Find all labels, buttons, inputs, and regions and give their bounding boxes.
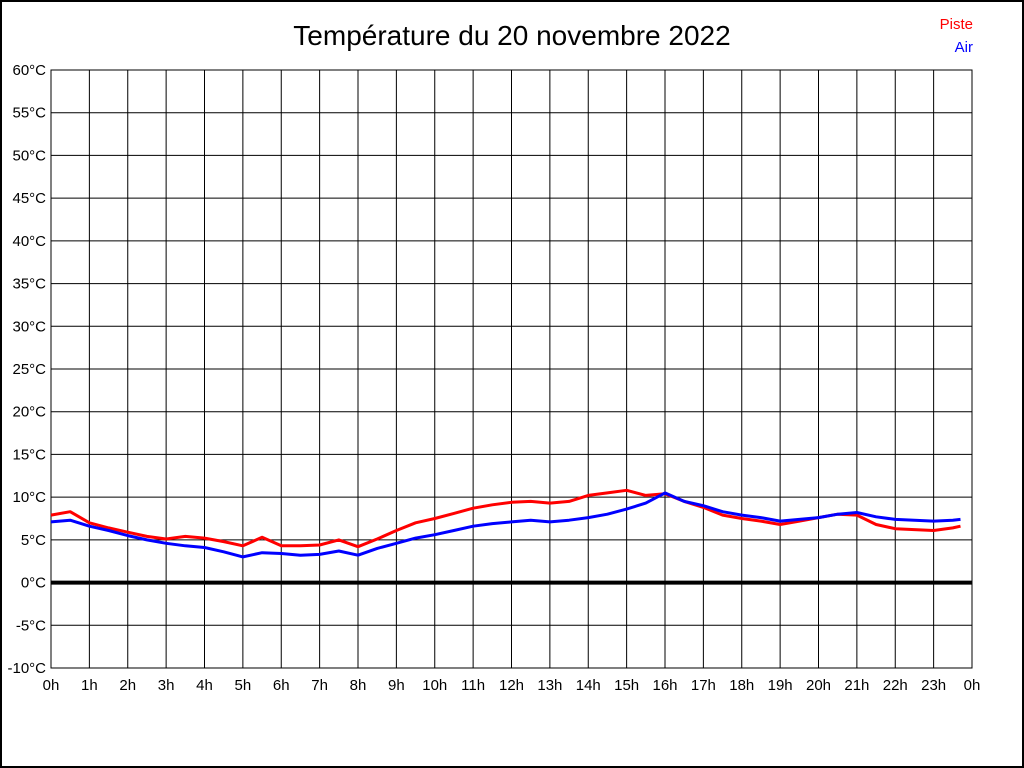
x-axis-tick-label: 1h: [81, 677, 98, 694]
x-axis-tick-label: 10h: [422, 677, 447, 694]
chart-title: Température du 20 novembre 2022: [293, 20, 731, 51]
x-axis-tick-label: 4h: [196, 677, 213, 694]
y-axis-tick-label: 15°C: [12, 446, 46, 463]
legend-piste-label: Piste: [939, 16, 973, 33]
x-axis-tick-label: 17h: [691, 677, 716, 694]
x-axis-tick-label: 21h: [844, 677, 869, 694]
x-axis-tick-label: 16h: [652, 677, 677, 694]
x-axis-tick-label: 8h: [350, 677, 367, 694]
y-axis-tick-label: 30°C: [12, 318, 46, 335]
y-axis-tick-label: 20°C: [12, 404, 46, 421]
y-axis-tick-label: 10°C: [12, 489, 46, 506]
y-axis-tick-label: 60°C: [12, 62, 46, 79]
y-axis-tick-label: 35°C: [12, 276, 46, 293]
x-axis-tick-label: 9h: [388, 677, 405, 694]
x-axis-tick-label: 0h: [964, 677, 981, 694]
y-axis-tick-label: 0°C: [21, 575, 46, 592]
x-axis-tick-label: 0h: [43, 677, 60, 694]
x-axis-tick-label: 2h: [119, 677, 136, 694]
y-axis-tick-label: 50°C: [12, 147, 46, 164]
legend-air-label: Air: [954, 39, 973, 56]
x-axis-tick-label: 5h: [235, 677, 252, 694]
x-axis-tick-label: 19h: [768, 677, 793, 694]
x-axis-tick-label: 15h: [614, 677, 639, 694]
chart-legend: Piste Air: [940, 13, 973, 59]
x-axis-tick-label: 23h: [921, 677, 946, 694]
plot-border: [50, 69, 973, 669]
x-axis-tick-label: 7h: [311, 677, 328, 694]
piste-line: [50, 488, 961, 549]
y-axis-tick-label: -5°C: [16, 617, 46, 634]
x-axis-tick-label: 12h: [499, 677, 524, 694]
x-axis-tick-label: 13h: [537, 677, 562, 694]
x-axis-tick-label: 11h: [461, 677, 485, 694]
y-axis-tick-label: 25°C: [12, 361, 46, 378]
x-axis-tick-label: 20h: [806, 677, 831, 694]
y-axis-tick-label: -10°C: [7, 660, 46, 677]
y-axis-tick-label: 5°C: [21, 532, 46, 549]
x-axis-tick-label: 18h: [729, 677, 754, 694]
x-axis-tick-label: 22h: [883, 677, 908, 694]
air-line: [50, 491, 961, 559]
y-axis-tick-label: 45°C: [12, 190, 46, 207]
x-axis-tick-label: 6h: [273, 677, 290, 694]
x-axis-tick-label: 3h: [158, 677, 175, 694]
y-axis-tick-label: 40°C: [12, 233, 46, 250]
x-axis-tick-label: 14h: [576, 677, 601, 694]
y-axis-tick-label: 55°C: [12, 105, 46, 122]
